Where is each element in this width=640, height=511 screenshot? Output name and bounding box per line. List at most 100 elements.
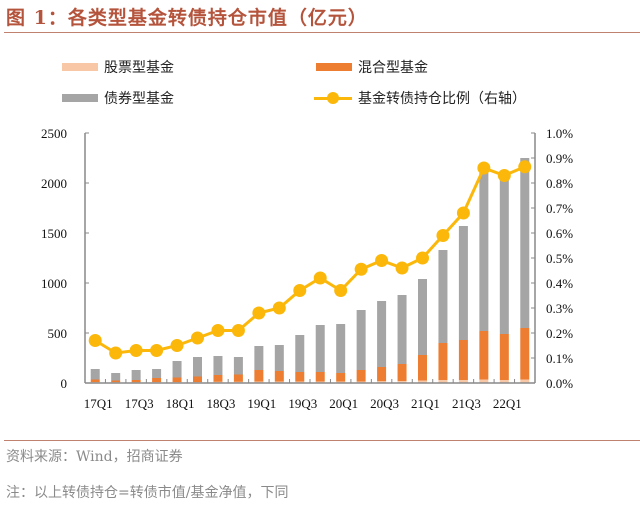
line-point-20Q4	[395, 261, 409, 275]
line-point-18Q3	[211, 324, 225, 337]
line-point-21Q2	[436, 229, 450, 242]
source-note: 资料来源：Wind，招商证券	[6, 449, 183, 465]
bar-bond-19Q4	[315, 325, 325, 372]
line-point-20Q3	[375, 254, 389, 267]
x-tick-label: 18Q3	[207, 396, 236, 411]
line-group	[88, 160, 532, 360]
bar-hybrid-19Q1	[254, 370, 264, 382]
x-tick-label: 19Q1	[247, 396, 276, 411]
x-tick-label: 22Q1	[493, 396, 522, 411]
legend-label: 基金转债持仓比例（右轴）	[358, 91, 526, 107]
bar-stock-20Q4	[397, 381, 407, 383]
line-point-19Q3	[293, 284, 307, 297]
line-point-17Q4	[150, 344, 164, 357]
bar-hybrid-20Q1	[336, 373, 346, 382]
x-tick-label: 17Q3	[125, 396, 154, 411]
x-tick-label: 20Q3	[370, 396, 399, 411]
bar-hybrid-17Q1	[90, 379, 100, 382]
bar-bond-17Q1	[90, 369, 100, 380]
line-point-20Q1	[334, 284, 348, 297]
legend-label: 债券型基金	[104, 91, 174, 107]
bar-hybrid-19Q4	[315, 372, 325, 382]
legend-item-hybrid-fund: 混合型基金	[316, 57, 428, 77]
legend-item-cb-ratio: 基金转债持仓比例（右轴）	[314, 88, 526, 108]
bar-bond-21Q4	[479, 173, 489, 331]
y-left-tick-label: 1000	[41, 276, 67, 291]
bar-hybrid-19Q3	[295, 372, 305, 382]
bar-stock-21Q1	[418, 380, 427, 383]
line-point-19Q1	[252, 306, 266, 320]
y-right-tick-label: 0.4%	[546, 276, 573, 291]
line-point-21Q3	[456, 206, 470, 220]
bar-stock-20Q3	[377, 381, 387, 383]
x-tick-label: 18Q1	[166, 396, 195, 411]
line-point-21Q1	[416, 251, 429, 265]
bar-stock-21Q3	[458, 380, 468, 383]
bar-bond-18Q2	[193, 357, 202, 377]
x-tick-label: 20Q1	[329, 396, 358, 411]
y-right-tick-label: 0.1%	[546, 351, 573, 366]
bar-hybrid-17Q4	[152, 378, 162, 382]
bar-bond-19Q1	[254, 346, 264, 370]
bar-bond-20Q4	[397, 295, 407, 364]
line-point-18Q1	[170, 339, 184, 352]
y-right-tick-label: 0.5%	[546, 251, 573, 266]
y-right-tick-label: 0.2%	[546, 326, 573, 341]
y-right-tick-label: 0.0%	[546, 376, 573, 391]
bar-hybrid-17Q3	[131, 380, 141, 383]
footer-divider	[4, 440, 640, 441]
bar-hybrid-21Q1	[418, 355, 427, 381]
line-point-18Q2	[191, 331, 204, 345]
line-point-20Q2	[354, 262, 368, 276]
bar-hybrid-19Q2	[274, 371, 284, 382]
line-point-21Q4	[477, 161, 491, 175]
bar-hybrid-20Q4	[397, 364, 407, 381]
y-left-tick-label: 500	[48, 326, 68, 341]
line-point-17Q3	[129, 344, 143, 357]
line-point-22Q2	[518, 160, 532, 174]
bar-hybrid-18Q1	[172, 377, 182, 382]
y-right-tick-label: 0.3%	[546, 301, 573, 316]
bar-hybrid-22Q1	[499, 334, 509, 380]
y-left-tick-label: 2500	[41, 126, 67, 141]
x-tick-label: 21Q1	[411, 396, 440, 411]
bar-bond-21Q2	[438, 250, 448, 343]
bar-stock-21Q4	[479, 379, 489, 383]
legend-line-marker-icon	[314, 92, 352, 104]
line-point-17Q2	[109, 346, 123, 360]
y-right-tick-label: 0.6%	[546, 226, 573, 241]
bar-hybrid-21Q3	[458, 340, 468, 380]
bar-bond-18Q4	[233, 357, 243, 375]
bar-bond-21Q1	[418, 279, 427, 355]
y-right-tick-label: 0.9%	[546, 151, 573, 166]
y-right-tick-label: 0.8%	[546, 176, 573, 191]
bar-bond-20Q3	[377, 301, 387, 367]
legend-swatch	[62, 94, 98, 102]
bar-bond-20Q1	[336, 324, 346, 373]
bar-hybrid-20Q2	[356, 370, 366, 382]
bar-bond-17Q4	[152, 369, 162, 378]
bar-hybrid-22Q2	[520, 328, 530, 380]
y-left-tick-label: 0	[61, 376, 68, 391]
bar-bond-19Q3	[295, 335, 305, 372]
axes-group: 0 500 1000 1500 2000 2500 0.0% 0.1% 0.2% 0.3% 0.4%…	[41, 126, 573, 411]
bar-hybrid-18Q3	[213, 375, 223, 382]
bar-bond-18Q1	[172, 361, 182, 378]
figure-title: 图 1：各类型基金转债持仓市值（亿元）	[6, 7, 368, 29]
line-point-19Q2	[272, 301, 286, 315]
bar-bond-17Q2	[111, 373, 121, 381]
title-divider	[4, 32, 640, 33]
x-tick-label: 21Q3	[452, 396, 481, 411]
legend-label: 混合型基金	[358, 60, 428, 76]
legend-swatch	[316, 63, 352, 71]
y-left-tick-label: 2000	[41, 176, 67, 191]
legend-item-stock-fund: 股票型基金	[62, 57, 174, 77]
line-cb-ratio	[94, 165, 526, 355]
bar-stock-21Q2	[438, 380, 448, 383]
bar-hybrid-21Q2	[438, 343, 448, 380]
line-point-17Q1	[88, 334, 102, 347]
bar-hybrid-18Q2	[193, 376, 202, 382]
bar-bond-19Q2	[274, 345, 284, 371]
y-left-tick-label: 1500	[41, 226, 67, 241]
line-point-19Q4	[313, 271, 327, 285]
